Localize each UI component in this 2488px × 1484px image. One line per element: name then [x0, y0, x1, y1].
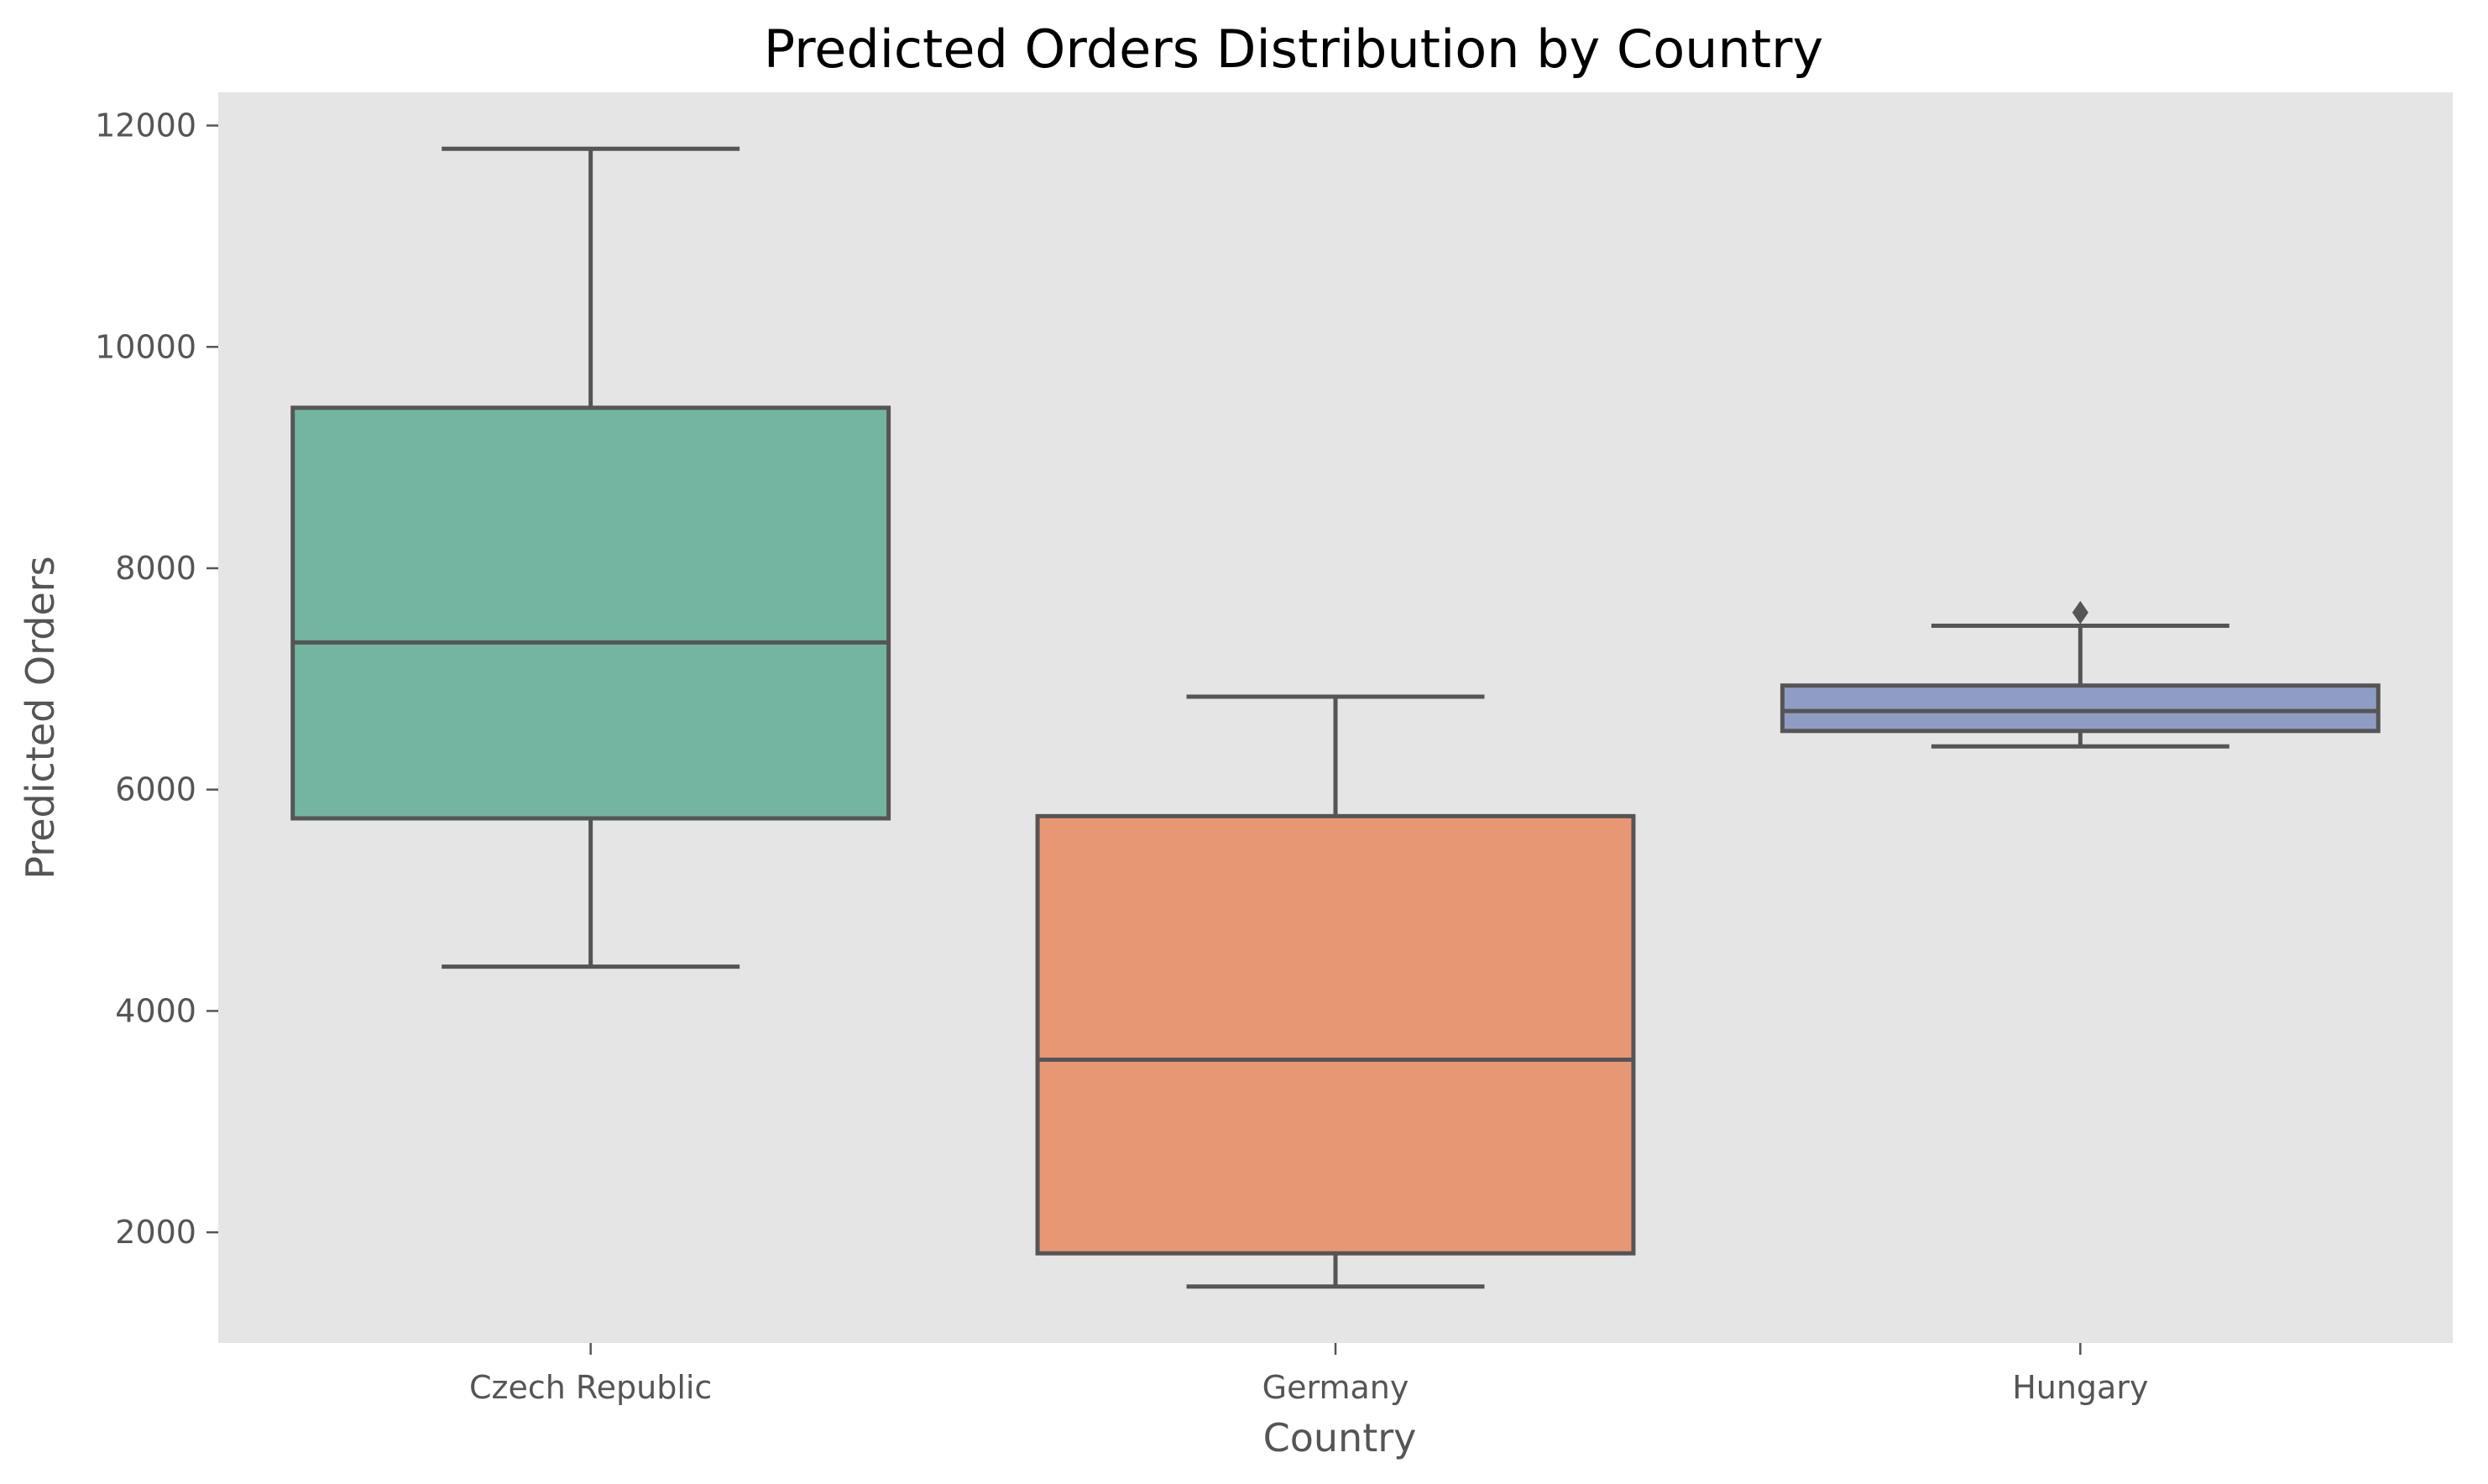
- chart-title: Predicted Orders Distribution by Country: [764, 18, 1823, 80]
- iqr-box: [290, 405, 891, 821]
- x-tick-label: Germany: [1262, 1369, 1409, 1406]
- y-tick-label: 10000: [95, 328, 196, 365]
- boxes-group: [290, 146, 2381, 1289]
- y-tick-label: 6000: [115, 771, 196, 808]
- y-tick-label: 4000: [115, 992, 196, 1029]
- y-axis: 2000 4000 6000 8000 10000 12000: [95, 107, 218, 1251]
- x-axis-label: Country: [1263, 1415, 1417, 1460]
- box-hungary: [1780, 600, 2381, 749]
- box-czech-republic: [290, 146, 891, 969]
- y-tick-label: 8000: [115, 550, 196, 587]
- x-tick-label: Czech Republic: [469, 1369, 712, 1406]
- iqr-box: [1780, 683, 2381, 734]
- x-axis: Czech Republic Germany Hungary: [469, 1343, 2148, 1406]
- y-tick-label: 12000: [95, 107, 196, 144]
- x-tick-label: Hungary: [2012, 1369, 2148, 1406]
- y-axis-label: Predicted Orders: [18, 556, 63, 879]
- iqr-box: [1035, 813, 1636, 1256]
- outlier-point: [2072, 600, 2088, 624]
- y-tick-label: 2000: [115, 1214, 196, 1251]
- box-germany: [1035, 694, 1636, 1289]
